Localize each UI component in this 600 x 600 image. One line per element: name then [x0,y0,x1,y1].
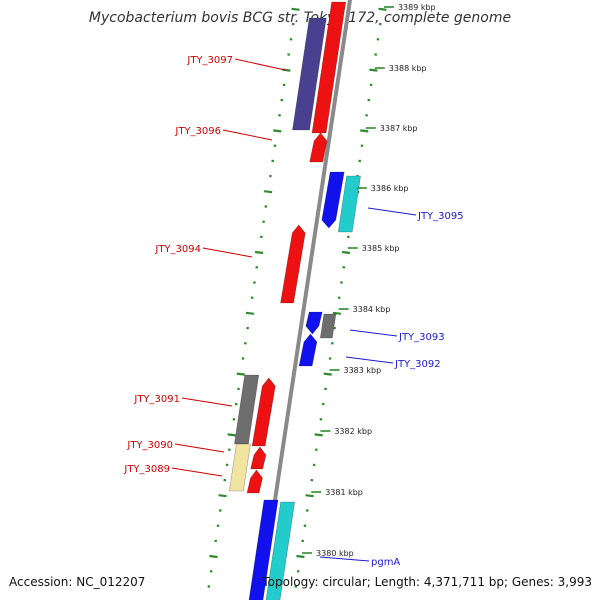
page-title: Mycobacterium bovis BCG str. Tokyo 172, … [88,10,512,26]
gene-jty-3093-gray [319,313,337,339]
tick-right [332,311,342,315]
tick-left [254,250,264,255]
ruler-label: 3385 kbp [362,244,400,253]
tick-left [227,433,236,437]
gene-label-right: pgmA [371,557,400,568]
leader-line-right [319,556,370,562]
ruler-label: 3386 kbp [371,184,409,193]
gene-label-left: JTY_3091 [133,394,180,405]
leader-line-left [174,443,225,453]
ruler-label: 3383 kbp [344,366,382,375]
gene-label-right: JTY_3095 [417,211,464,222]
gene-jty-3097 [292,17,327,131]
gene-features [229,1,361,600]
gene-jty-3090-red [250,446,267,470]
gene-jty-3090 [229,443,251,492]
tick-left [264,190,273,194]
gene-label-left: JTY_3094 [154,244,201,255]
ruler-label: 3387 kbp [380,124,418,133]
gene-label-right: JTY_3092 [394,359,441,370]
tick-right [323,372,332,376]
ruler-label: 3380 kbp [316,549,354,558]
ruler-label: 3389 kbp [398,3,436,12]
leader-line-right [367,207,417,216]
gene-pgma-cyan [265,501,296,600]
leader-line-left [234,58,286,71]
tick-left [236,372,245,376]
tick-left [273,129,282,133]
tick-right [369,68,378,72]
tick-right [305,494,314,498]
gene-labels: JTY_3097 JTY_3096 JTY_3094 JTY_3091 JTY_3090… [123,55,463,568]
leader-line-left [222,129,273,141]
gene-label-left: JTY_3097 [186,55,233,66]
leader-line-right [349,329,398,337]
tick-right [341,250,351,255]
tick-right [314,433,323,437]
gene-label-left: JTY_3090 [126,440,173,451]
leader-line-right [345,356,394,364]
gene-jty-3096-b [309,132,328,163]
gene-jty-3095 [321,171,345,229]
tick-marks [207,7,387,588]
tick-left [209,554,218,559]
ruler-label: 3388 kbp [389,64,427,73]
gene-jty-3094 [280,224,306,304]
gene-jty-3092 [298,333,318,367]
gene-label-right: JTY_3093 [398,332,445,343]
tick-right [378,7,387,11]
gene-jty-3093 [305,311,323,335]
gene-jty-3095-cyan [337,175,361,233]
gene-label-left: JTY_3096 [174,126,221,137]
leader-line-left [202,247,253,258]
tick-left [245,311,255,315]
gene-jty-3089 [246,469,263,494]
leader-line-left [181,397,233,407]
tick-right [296,554,305,559]
ruler-label: 3381 kbp [325,488,363,497]
tick-left [291,7,300,11]
gene-pgma [248,499,279,600]
tick-right [360,129,369,133]
gene-jty-3091-red [251,377,276,447]
ruler-label: 3384 kbp [353,305,391,314]
gene-label-left: JTY_3089 [123,464,170,475]
topology-text: Topology: circular; Length: 4,371,711 bp… [262,575,592,589]
accession-text: Accession: NC_012207 [9,575,146,589]
leader-line-left [171,467,223,477]
tick-left [218,494,227,498]
ruler-label: 3382 kbp [334,427,372,436]
gene-jty-3096-a [311,1,347,134]
ruler-labels: 3389 kbp 3388 kbp 3387 kbp 3386 kbp 3385 kbp… [302,3,436,558]
